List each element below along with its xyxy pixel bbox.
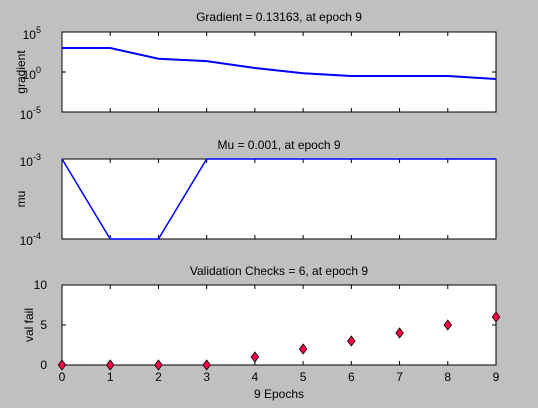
validation-ytick-10: 10 (34, 278, 48, 292)
validation-xtick-1: 1 (107, 370, 114, 384)
validation-xtick-8: 8 (444, 370, 451, 384)
mu-axes (61, 158, 497, 240)
validation-xlabel: 9 Epochs (254, 387, 304, 401)
gradient-ylabel: gradient (14, 50, 28, 94)
validation-panel: Validation Checks = 6, at epoch 9 val fa… (22, 264, 501, 401)
validation-marks (57, 284, 501, 371)
mu-panel: Mu = 0.001, at epoch 9 mu 10-3 10-4 (14, 138, 497, 248)
mu-title: Mu = 0.001, at epoch 9 (217, 138, 340, 152)
validation-ytick-5: 5 (40, 318, 47, 332)
validation-xtick-9: 9 (493, 370, 500, 384)
gradient-line (62, 47, 497, 81)
validation-ytick-0: 0 (40, 358, 47, 372)
gradient-title: Gradient = 0.13163, at epoch 9 (196, 10, 362, 24)
validation-xticks: 0 1 2 3 4 5 6 7 8 9 (59, 370, 500, 384)
validation-xtick-2: 2 (155, 370, 162, 384)
mu-yticks: 10-3 10-4 (20, 152, 41, 248)
validation-point-4 (250, 351, 260, 363)
mu-marks (61, 158, 497, 240)
validation-point-8 (443, 319, 453, 331)
mu-line (61, 158, 496, 240)
validation-point-1 (105, 359, 115, 371)
validation-point-6 (347, 335, 356, 347)
validation-axes (61, 284, 497, 366)
validation-point-0 (57, 359, 67, 371)
validation-xtick-0: 0 (59, 370, 66, 384)
gradient-ytick-1e0: 100 (23, 65, 41, 82)
validation-point-5 (298, 343, 308, 355)
gradient-ytick-1e-5: 10-5 (20, 105, 41, 122)
validation-point-9 (491, 311, 501, 323)
gradient-axes (61, 31, 497, 113)
validation-xtick-5: 5 (300, 370, 307, 384)
validation-xtick-4: 4 (252, 370, 259, 384)
validation-point-3 (202, 359, 211, 371)
validation-xtick-3: 3 (203, 370, 210, 384)
gradient-yticks: 105 100 10-5 (20, 25, 41, 122)
validation-point-7 (395, 327, 404, 339)
gradient-ytick-1e5: 105 (23, 25, 41, 42)
validation-xtick-6: 6 (348, 370, 355, 384)
mu-ytick-1e-3: 10-3 (20, 152, 41, 169)
gradient-panel: Gradient = 0.13163, at epoch 9 gradient … (14, 10, 497, 122)
validation-xtick-7: 7 (396, 370, 403, 384)
mu-ylabel: mu (14, 191, 28, 208)
validation-title: Validation Checks = 6, at epoch 9 (190, 264, 369, 278)
mu-ytick-1e-4: 10-4 (20, 231, 41, 248)
gradient-marks (61, 31, 497, 113)
validation-ylabel: val fail (22, 308, 36, 342)
validation-point-2 (154, 359, 163, 371)
